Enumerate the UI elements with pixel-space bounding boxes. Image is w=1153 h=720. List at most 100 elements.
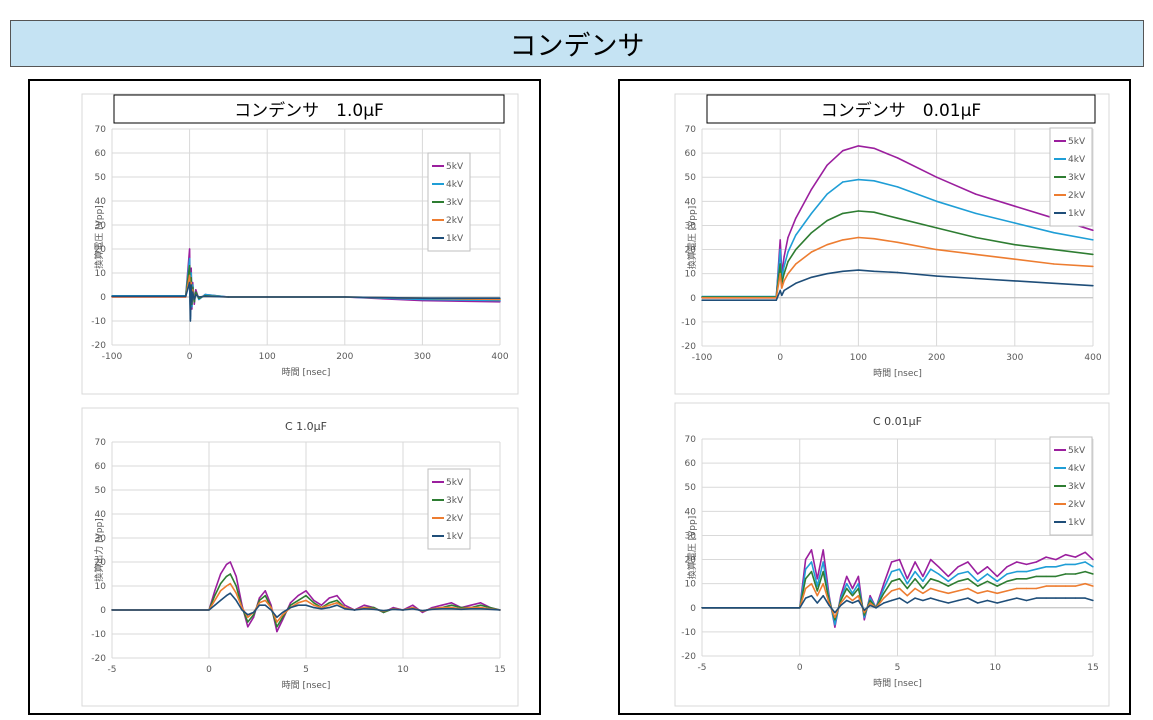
- data-point-1kV: [421, 610, 424, 612]
- data-point-1kV: [208, 609, 210, 611]
- data-point-1kV: [373, 608, 375, 610]
- data-point-1kV: [967, 597, 969, 599]
- data-point-3kV: [834, 619, 836, 621]
- data-point-1kV: [957, 599, 959, 602]
- data-point-5kV: [336, 594, 338, 597]
- legend-label-2kV: 2kV: [446, 514, 464, 524]
- data-point-1kV: [450, 608, 453, 610]
- y-tick-label: 40: [685, 507, 697, 517]
- data-point-5kV: [195, 289, 197, 291]
- data-point-1kV: [479, 608, 482, 610]
- x-tick-label: 0: [777, 353, 783, 363]
- data-point-4kV: [1064, 563, 1067, 566]
- data-point-4kV: [1035, 568, 1037, 570]
- y-tick-label: 70: [685, 435, 697, 445]
- data-point-1kV: [247, 614, 249, 616]
- legend-label-3kV: 3kV: [1068, 482, 1086, 492]
- data-point-3kV: [1006, 580, 1008, 582]
- data-point-3kV: [863, 614, 865, 616]
- data-point-5kV: [1016, 561, 1018, 563]
- page-title: コンデンサ: [10, 20, 1144, 67]
- data-point-2kV: [192, 289, 194, 291]
- data-point-4kV: [869, 597, 871, 599]
- chart-title-box: [113, 94, 505, 124]
- y-tick-label: 30: [95, 534, 107, 544]
- x-tick-label: 5: [895, 663, 901, 673]
- data-point-1kV: [822, 595, 824, 597]
- data-point-4kV: [1092, 566, 1094, 568]
- data-point-1kV: [266, 296, 268, 298]
- y-tick-label: 30: [685, 531, 697, 541]
- data-point-5kV: [863, 619, 865, 621]
- data-point-3kV: [289, 604, 292, 606]
- data-point-1kV: [842, 270, 844, 272]
- data-point-3kV: [896, 217, 899, 219]
- data-point-1kV: [227, 296, 230, 298]
- data-point-4kV: [935, 200, 938, 202]
- data-point-4kV: [1016, 570, 1018, 573]
- x-tick-label: -5: [698, 663, 707, 673]
- data-point-5kV: [305, 590, 307, 592]
- data-point-2kV: [282, 614, 284, 616]
- data-point-2kV: [214, 599, 216, 602]
- y-axis-label: 換算出力 [Vpp]: [93, 518, 105, 581]
- data-point-1kV: [1092, 599, 1094, 602]
- data-point-1kV: [840, 604, 842, 607]
- data-point-4kV: [834, 624, 836, 626]
- y-tick-label: 20: [95, 558, 107, 568]
- data-point-1kV: [499, 297, 501, 299]
- data-point-5kV: [264, 590, 266, 592]
- data-point-3kV: [822, 570, 824, 573]
- data-point-2kV: [1014, 258, 1016, 260]
- data-point-2kV: [857, 595, 860, 597]
- data-point-2kV: [795, 263, 797, 265]
- data-point-2kV: [276, 621, 278, 623]
- y-tick-label: 40: [685, 197, 697, 207]
- data-point-4kV: [890, 570, 893, 573]
- data-point-2kV: [906, 595, 908, 597]
- data-point-1kV: [363, 608, 365, 610]
- data-point-5kV: [810, 188, 813, 190]
- data-point-4kV: [996, 580, 998, 582]
- data-point-2kV: [270, 606, 272, 609]
- data-point-5kV: [219, 573, 222, 575]
- data-point-4kV: [826, 193, 828, 195]
- data-point-4kV: [810, 212, 813, 215]
- data-point-3kV: [857, 210, 860, 212]
- data-point-1kV: [198, 296, 200, 298]
- data-point-2kV: [1092, 265, 1094, 268]
- data-point-5kV: [470, 604, 472, 606]
- data-point-3kV: [883, 592, 885, 594]
- data-point-2kV: [441, 606, 443, 609]
- series-line-1kV: [702, 269, 1094, 301]
- data-point-5kV: [869, 595, 871, 597]
- y-tick-label: -20: [681, 342, 696, 352]
- data-point-2kV: [1025, 587, 1028, 590]
- data-point-3kV: [1084, 570, 1086, 573]
- data-point-5kV: [930, 558, 932, 561]
- y-tick-label: 60: [95, 149, 107, 159]
- data-point-1kV: [851, 602, 854, 604]
- y-tick-label: 50: [685, 173, 697, 183]
- data-point-2kV: [313, 604, 315, 606]
- data-point-1kV: [252, 611, 255, 614]
- legend-label-5kV: 5kV: [446, 162, 464, 172]
- data-point-3kV: [1053, 248, 1055, 251]
- data-point-4kV: [204, 293, 206, 296]
- legend-label-1kV: 1kV: [446, 532, 464, 542]
- data-point-1kV: [1055, 597, 1057, 599]
- data-point-1kV: [353, 609, 356, 611]
- y-tick-label: 30: [95, 221, 107, 231]
- data-point-2kV: [297, 602, 299, 604]
- data-point-2kV: [957, 590, 959, 592]
- data-point-3kV: [460, 606, 462, 609]
- chart-frame: [674, 402, 1110, 707]
- data-point-4kV: [883, 587, 885, 590]
- data-point-1kV: [241, 609, 243, 611]
- data-point-5kV: [297, 594, 299, 597]
- data-point-5kV: [986, 566, 989, 568]
- panel-capacitor-1uF: コンデンサ 1.0μF -20 -10 0 10 20 30 40 50 60 70 -100 0 100…: [28, 79, 541, 715]
- data-point-2kV: [1064, 585, 1067, 587]
- data-point-5kV: [896, 157, 899, 159]
